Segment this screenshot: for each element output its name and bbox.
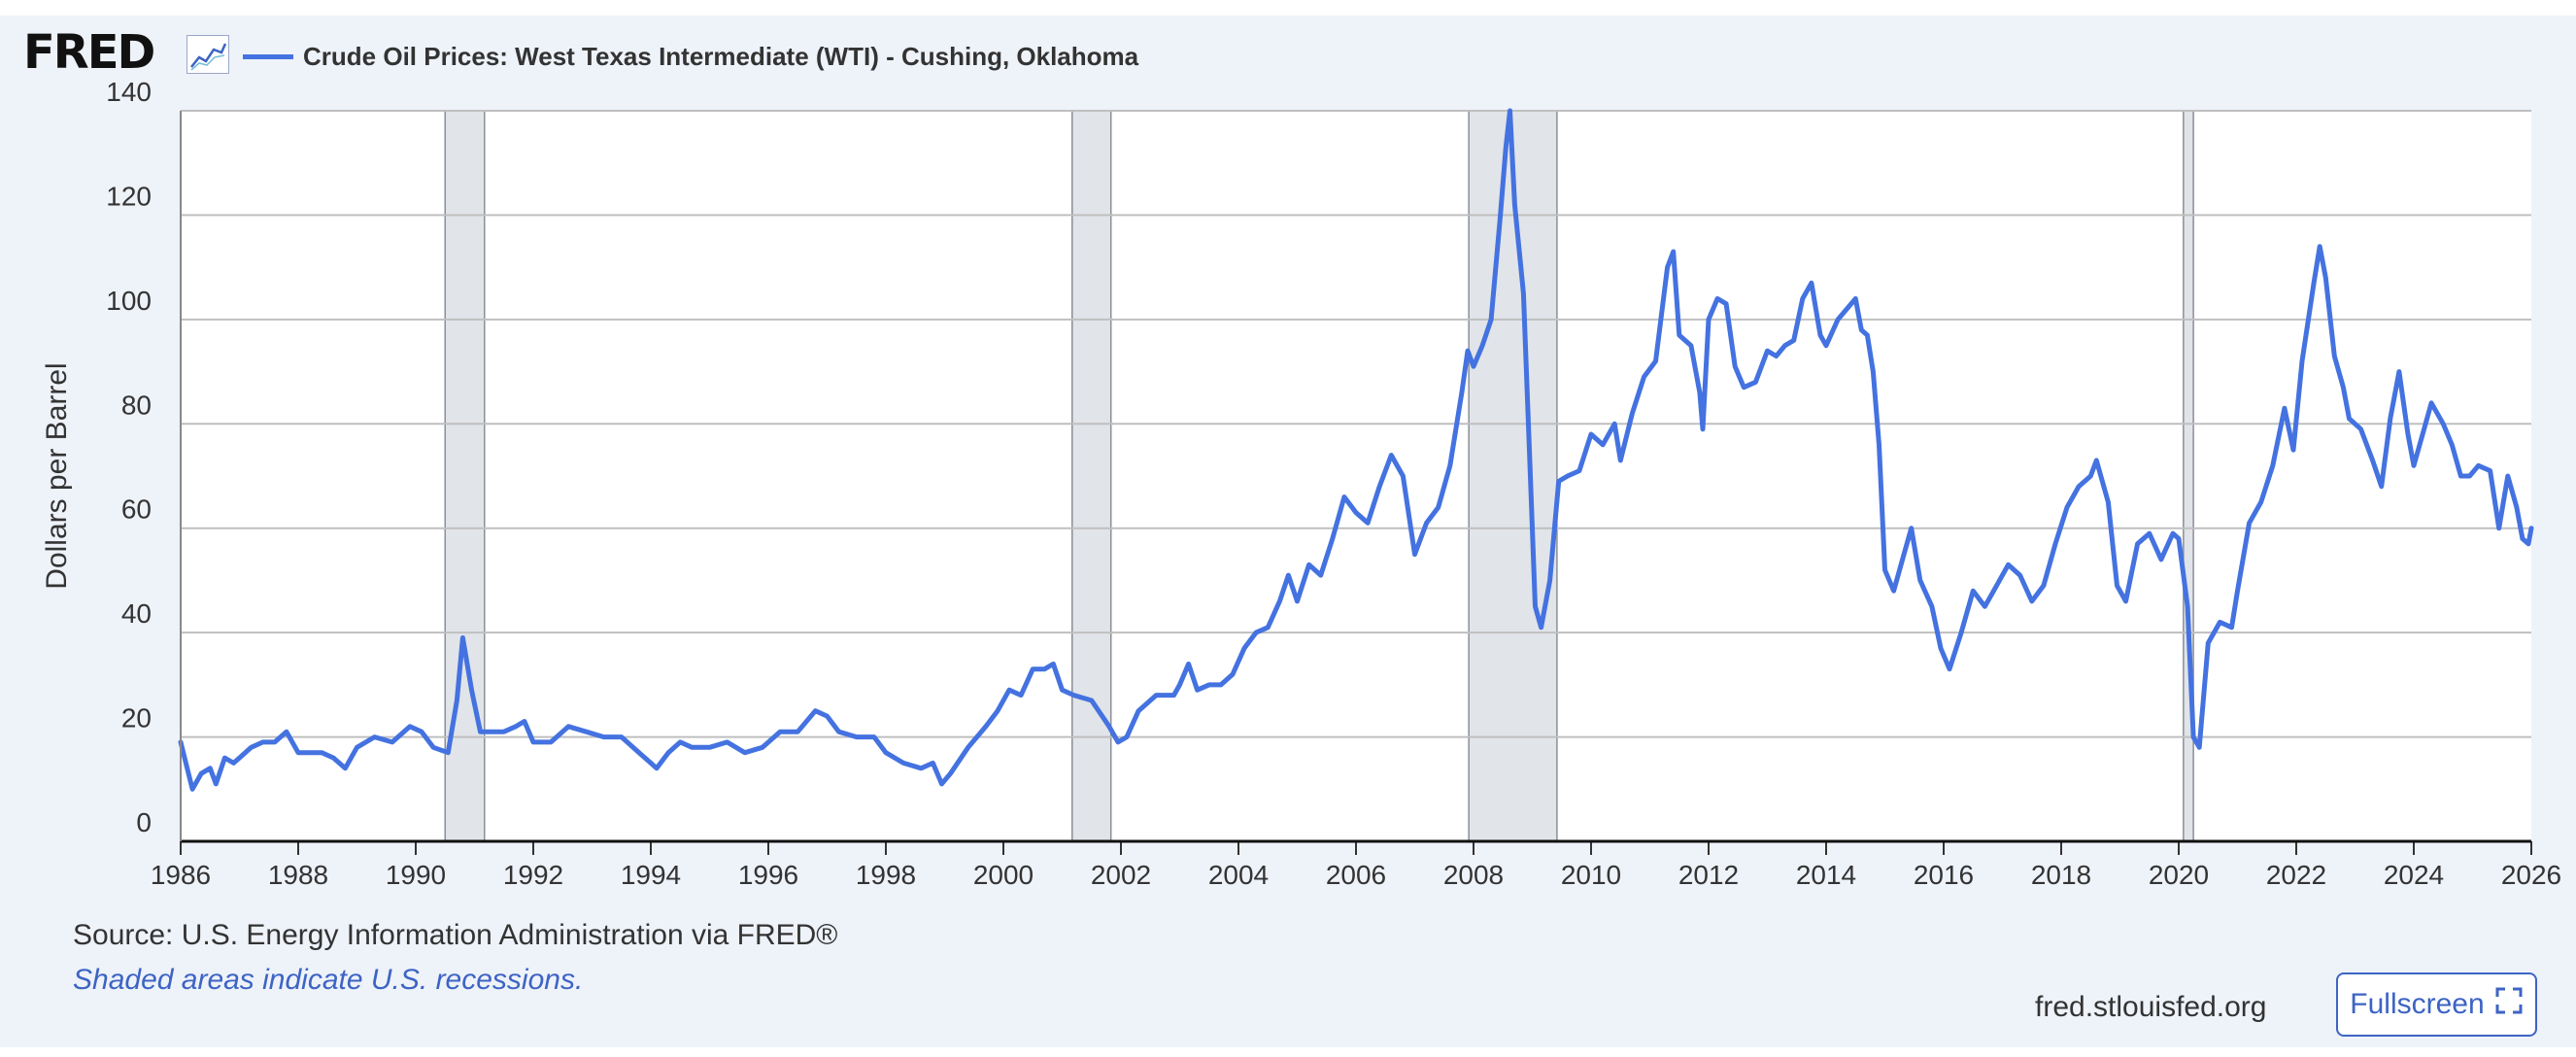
source-text: Source: U.S. Energy Information Administ…: [73, 919, 838, 951]
x-tick-label: 1994: [621, 860, 681, 890]
line-graph-icon: [186, 35, 229, 74]
x-tick-label: 2008: [1443, 860, 1504, 890]
y-tick-label: 120: [106, 181, 152, 211]
y-tick-label: 40: [121, 598, 152, 629]
x-tick-label: 2012: [1678, 860, 1739, 890]
x-tick-label: 1988: [268, 860, 328, 890]
y-tick-label: 20: [121, 703, 152, 733]
x-tick-label: 2002: [1091, 860, 1151, 890]
x-tick-label: 2010: [1561, 860, 1621, 890]
x-tick-label: 1996: [738, 860, 798, 890]
recession-band: [1468, 110, 1558, 842]
x-tick-label: 2016: [1914, 860, 1974, 890]
x-tick-label: 2004: [1208, 860, 1269, 890]
x-tick-label: 1986: [151, 860, 211, 890]
x-tick-label: 2020: [2149, 860, 2209, 890]
recession-note[interactable]: Shaded areas indicate U.S. recessions.: [73, 964, 584, 996]
x-tick-label: 2024: [2384, 860, 2444, 890]
fullscreen-button[interactable]: Fullscreen: [2336, 972, 2537, 1037]
x-tick-label: 2022: [2266, 860, 2326, 890]
y-tick-label: 60: [121, 494, 152, 525]
y-tick-label: 0: [136, 807, 152, 837]
x-tick-label: 2026: [2501, 860, 2561, 890]
site-url[interactable]: fred.stlouisfed.org: [2035, 991, 2267, 1023]
series-line: [178, 108, 2534, 792]
y-tick-label: 80: [121, 390, 152, 420]
plot-area: [181, 111, 2531, 841]
y-axis-label: Dollars per Barrel: [41, 362, 73, 589]
x-tick-label: 1990: [386, 860, 446, 890]
x-tick-label: 1998: [856, 860, 916, 890]
x-tick-label: 2018: [2031, 860, 2091, 890]
x-tick-label: 1992: [503, 860, 563, 890]
y-tick-label: 140: [106, 77, 152, 107]
legend-series-label: Crude Oil Prices: West Texas Intermediat…: [303, 42, 1139, 71]
y-tick-label: 100: [106, 286, 152, 316]
fullscreen-icon: [2494, 986, 2524, 1023]
recession-band: [1071, 110, 1112, 842]
x-tick-label: 2000: [973, 860, 1034, 890]
x-tick-label: 2014: [1796, 860, 1856, 890]
fullscreen-label: Fullscreen: [2350, 988, 2485, 1020]
legend-swatch: [243, 54, 293, 59]
x-tick-label: 2006: [1326, 860, 1386, 890]
fred-logo[interactable]: FRED: [23, 25, 155, 80]
